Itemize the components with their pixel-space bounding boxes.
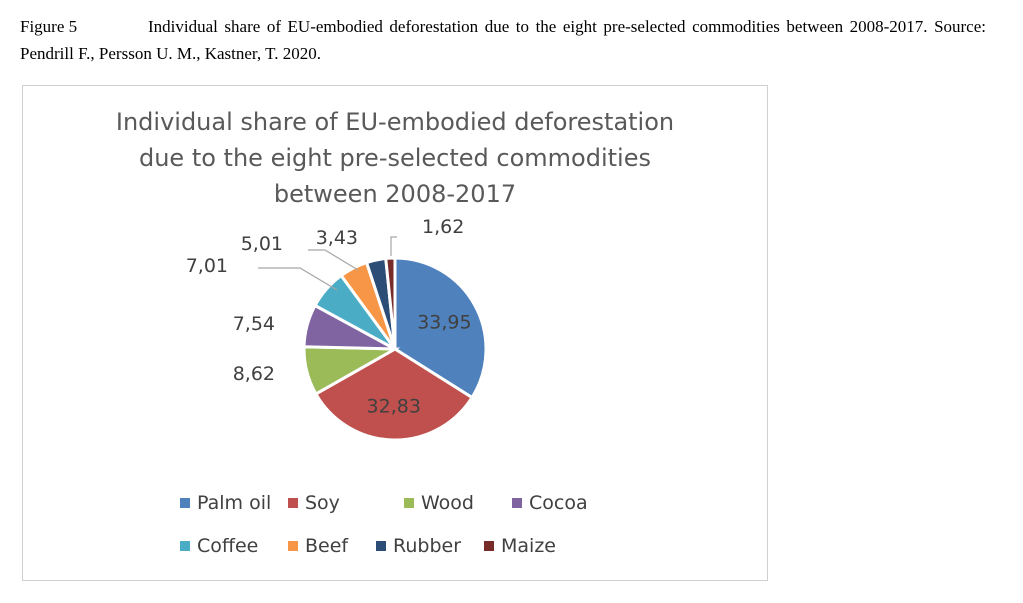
legend-swatch [288,541,298,551]
legend-swatch [288,498,298,508]
title-line: Individual share of EU-embodied deforest… [115,108,675,136]
pie-slice-maize [384,256,397,350]
legend-label: Maize [501,535,556,557]
legend-swatch [180,541,190,551]
data-label: 32,83 [367,395,421,417]
legend-swatch [512,498,522,508]
pie-slice-soy [313,347,475,442]
legend-label: Coffee [197,535,259,557]
legend-item-coffee: Coffee [180,535,258,557]
data-label: 3,43 [316,227,358,249]
legend-item-wood: Wood [404,492,474,514]
leader-line [390,236,397,256]
data-label: 7,01 [186,255,228,277]
data-label: 8,62 [233,363,275,385]
figure-caption: Figure 5 Individual share of EU-embodied … [20,13,986,67]
legend-item-beef: Beef [288,535,348,557]
chart-frame [22,85,768,581]
data-label: 5,01 [241,233,283,255]
legend-label: Beef [305,535,349,557]
leader-line [258,267,338,291]
legend-item-cocoa: Cocoa [512,492,588,514]
data-label: 1,62 [422,216,464,238]
legend-label: Soy [305,492,340,514]
title-line: between 2008-2017 [273,180,517,208]
legend-item-maize: Maize [484,535,556,557]
legend-label: Palm oil [197,492,272,514]
leader-line [308,249,359,271]
legend-item-soy: Soy [288,492,340,514]
title-line: due to the eight pre-selected commoditie… [138,144,651,172]
legend-swatch [484,541,494,551]
figure-label: Figure 5 [20,17,78,36]
data-label: 7,54 [233,313,275,335]
legend-label: Wood [421,492,474,514]
legend-item-palm-oil: Palm oil [180,492,271,514]
legend-item-rubber: Rubber [376,535,461,557]
data-label: 33,95 [417,312,471,334]
legend-label: Rubber [393,535,462,557]
legend-swatch [180,498,190,508]
caption-text: Individual share of EU-embodied deforest… [20,17,986,63]
legend-label: Cocoa [529,492,588,514]
legend-swatch [376,541,386,551]
legend-swatch [404,498,414,508]
chart-title: Individual share of EU-embodied deforest… [22,104,768,212]
